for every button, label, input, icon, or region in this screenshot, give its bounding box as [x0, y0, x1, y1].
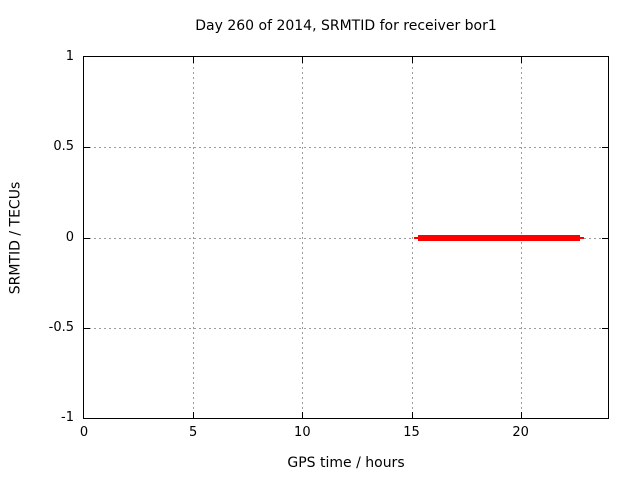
- y-gridline: [84, 327, 608, 329]
- chart-title: Day 260 of 2014, SRMTID for receiver bor…: [195, 18, 497, 34]
- y-tick-label: -1: [61, 410, 74, 425]
- y-tick-label: -0.5: [48, 319, 74, 335]
- y-tickmark-left: [84, 237, 90, 239]
- x-tick-label: 20: [512, 425, 529, 440]
- plot-area: [83, 56, 609, 419]
- x-tick-label: 15: [403, 425, 420, 440]
- x-tickmark-top: [520, 57, 522, 63]
- y-tick-label: 0: [65, 229, 74, 245]
- y-gridline: [84, 147, 608, 149]
- x-axis-title: GPS time / hours: [287, 455, 405, 471]
- y-tick-label: 1: [65, 49, 74, 64]
- series-line-srmtid: [418, 234, 580, 241]
- y-tickmark-right: [602, 147, 608, 149]
- y-tickmark-left: [84, 327, 90, 329]
- y-tickmark-left: [84, 147, 90, 149]
- y-tickmark-right: [602, 237, 608, 239]
- x-tickmark-bottom: [411, 412, 413, 418]
- x-tickmark-top: [193, 57, 195, 63]
- x-tickmark-bottom: [520, 412, 522, 418]
- x-tickmark-top: [411, 57, 413, 63]
- x-tick-label: 0: [79, 425, 89, 440]
- y-gridline: [84, 237, 608, 239]
- y-tick-label: 0.5: [53, 139, 74, 155]
- x-tick-label: 5: [189, 425, 198, 440]
- y-tickmark-right: [602, 327, 608, 329]
- x-tickmark-bottom: [302, 412, 304, 418]
- x-tickmark-bottom: [193, 412, 195, 418]
- x-tick-label: 10: [294, 425, 311, 440]
- x-tickmark-top: [302, 57, 304, 63]
